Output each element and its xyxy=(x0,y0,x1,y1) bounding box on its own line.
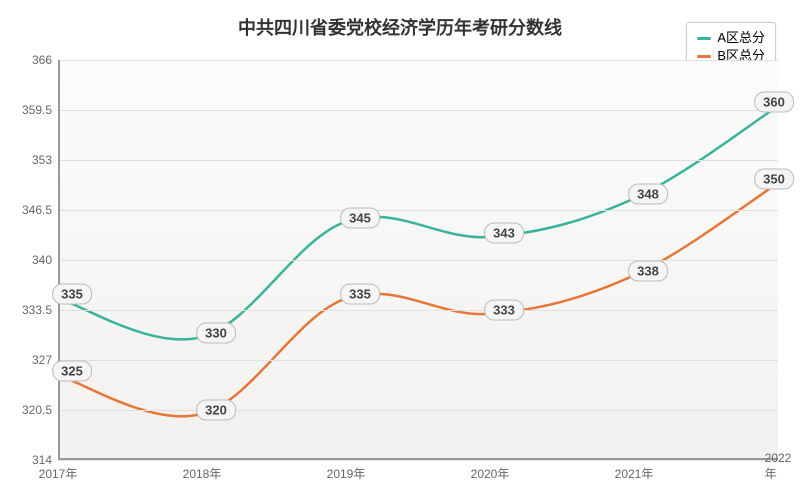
data-label: 333 xyxy=(484,299,524,320)
plot-area: 314320.5327333.5340346.5353359.53662017年… xyxy=(58,60,778,460)
grid-line xyxy=(58,360,778,361)
data-label: 335 xyxy=(52,284,92,305)
legend-swatch-b xyxy=(697,55,711,58)
grid-line xyxy=(58,310,778,311)
x-axis xyxy=(58,458,778,460)
grid-line xyxy=(58,260,778,261)
x-axis-label: 2019年 xyxy=(327,465,366,482)
grid-line xyxy=(58,210,778,211)
legend-swatch-a xyxy=(697,37,711,40)
y-axis xyxy=(58,60,60,460)
data-label: 360 xyxy=(754,92,794,113)
legend-item-a: A区总分 xyxy=(697,29,765,47)
data-label: 348 xyxy=(628,184,668,205)
data-label: 343 xyxy=(484,222,524,243)
y-axis-label: 359.5 xyxy=(12,103,52,117)
x-axis-label: 2020年 xyxy=(471,465,510,482)
x-axis-label: 2022年 xyxy=(765,451,792,482)
legend-label-a: A区总分 xyxy=(717,29,765,47)
grid-line xyxy=(58,60,778,61)
chart-container: 中共四川省委党校经济学历年考研分数线 A区总分 B区总分 314320.5327… xyxy=(0,0,800,500)
y-axis-label: 366 xyxy=(12,53,52,67)
chart-title: 中共四川省委党校经济学历年考研分数线 xyxy=(0,14,800,40)
grid-line xyxy=(58,110,778,111)
data-label: 338 xyxy=(628,261,668,282)
x-axis-label: 2021年 xyxy=(615,465,654,482)
y-axis-label: 320.5 xyxy=(12,403,52,417)
x-axis-label: 2017年 xyxy=(39,465,78,482)
y-axis-label: 346.5 xyxy=(12,203,52,217)
y-axis-label: 333.5 xyxy=(12,303,52,317)
grid-line xyxy=(58,460,778,461)
data-label: 345 xyxy=(340,207,380,228)
y-axis-label: 340 xyxy=(12,253,52,267)
y-axis-label: 353 xyxy=(12,153,52,167)
grid-line xyxy=(58,160,778,161)
data-label: 325 xyxy=(52,361,92,382)
grid-line xyxy=(58,410,778,411)
data-label: 335 xyxy=(340,284,380,305)
y-axis-label: 327 xyxy=(12,353,52,367)
data-label: 320 xyxy=(196,399,236,420)
data-label: 350 xyxy=(754,169,794,190)
x-axis-label: 2018年 xyxy=(183,465,222,482)
data-label: 330 xyxy=(196,322,236,343)
